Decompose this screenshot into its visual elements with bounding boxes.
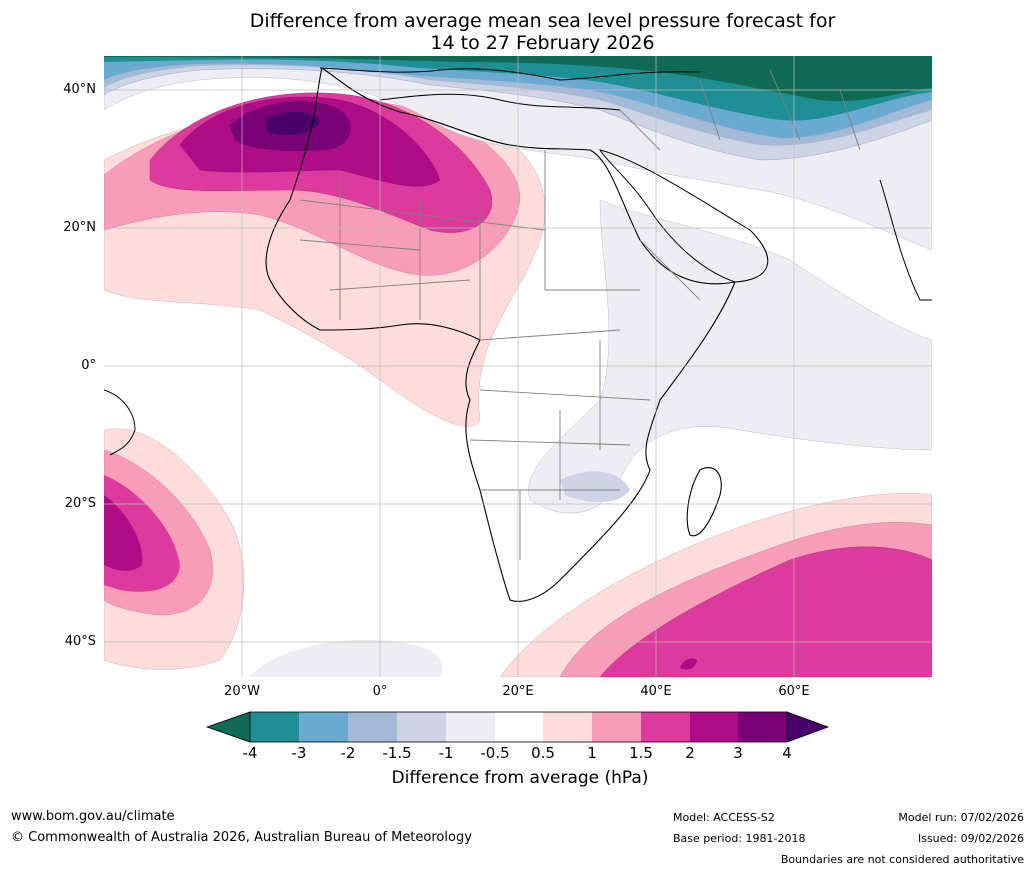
boundary-disclaimer: Boundaries are not considered authoritat… [780, 853, 1024, 866]
colorbar-tick: -1 [438, 744, 454, 762]
madagascar [686, 467, 722, 537]
colorbar-label: Difference from average (hPa) [391, 768, 649, 788]
arabian-peninsula [598, 149, 769, 283]
lon-label-20w: 20°W [224, 684, 260, 699]
colorbar-tick: -3 [291, 744, 307, 762]
issued-date: Issued: 09/02/2026 [917, 832, 1024, 845]
colorbar-bin--0.5 [495, 712, 543, 742]
lon-label-40e: 40°E [640, 684, 672, 699]
colorbar-bin-1 [592, 712, 641, 742]
africa-coastline [265, 67, 736, 602]
lon-label-20e: 20°E [502, 684, 534, 699]
anomaly-contour-neg-0.5-far-south [250, 639, 443, 677]
colorbar-tick: -4 [242, 744, 258, 762]
lat-label-0: 0° [81, 358, 96, 373]
europe-coast [319, 67, 701, 81]
colorbar-bin--1.5 [397, 712, 446, 742]
anomaly-contour-1.5-se [599, 546, 932, 677]
colorbar-frame [249, 711, 788, 743]
title-line-1: Difference from average mean sea level p… [249, 10, 836, 32]
colorbar [205, 711, 830, 743]
colorbar-tick: 1 [587, 744, 597, 762]
lat-label-40n: 40°N [63, 82, 96, 97]
title-line-2: 14 to 27 February 2026 [430, 32, 655, 54]
colorbar-extend-low [205, 711, 251, 743]
colorbar-tick: -0.5 [480, 744, 510, 762]
colorbar-bin--2 [348, 712, 397, 742]
lat-label-40s: 40°S [64, 634, 96, 649]
colorbar-bin-3 [738, 712, 787, 742]
colorbar-tick: 3 [733, 744, 743, 762]
base-period: Base period: 1981-2018 [673, 832, 806, 845]
graticule [104, 56, 932, 677]
colorbar-tick: 1.5 [629, 744, 653, 762]
model-run-date: Model run: 07/02/2026 [898, 811, 1024, 824]
india-coast [879, 179, 932, 301]
colorbar-tick: -1.5 [382, 744, 412, 762]
anomaly-contour-2-sw [104, 495, 143, 571]
anomaly-contour-neg-4 [104, 56, 932, 102]
colorbar-bin--1 [446, 712, 495, 742]
colorbar-tick: 2 [685, 744, 695, 762]
model-name: Model: ACCESS-S2 [673, 811, 775, 824]
colorbar-tick: 4 [782, 744, 792, 762]
colorbar-bin-0.5 [543, 712, 592, 742]
copyright-text: © Commonwealth of Australia 2026, Austra… [11, 830, 472, 845]
colorbar-bin-2 [690, 712, 738, 742]
colorbar-bin--3 [299, 712, 348, 742]
anomaly-contour-2-se [680, 658, 697, 670]
lat-label-20s: 20°S [64, 496, 96, 511]
anomaly-contour-4 [265, 111, 320, 135]
lon-label-0: 0° [372, 684, 388, 699]
anomaly-contour-neg-1-south [560, 471, 630, 502]
map-title: Difference from average mean sea level p… [0, 10, 1035, 54]
colorbar-bin--4 [250, 712, 299, 742]
country-borders [299, 69, 861, 560]
lat-label-20n: 20°N [63, 220, 96, 235]
lon-label-60e: 60°E [778, 684, 810, 699]
south-america-coast [104, 389, 136, 456]
colorbar-extend-high [786, 711, 830, 743]
colorbar-tick: 0.5 [531, 744, 555, 762]
mediterranean-coast [379, 93, 621, 111]
colorbar-tick: -2 [340, 744, 356, 762]
pressure-anomaly-field [104, 56, 932, 677]
colorbar-bin-1.5 [641, 712, 690, 742]
website-link[interactable]: www.bom.gov.au/climate [11, 809, 175, 824]
